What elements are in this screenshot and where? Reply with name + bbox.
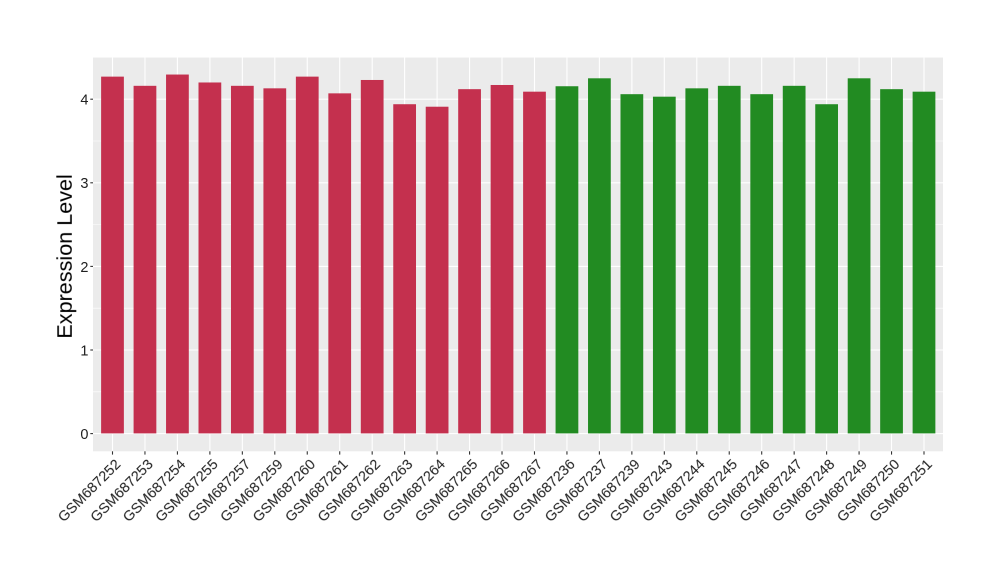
svg-text:1: 1 (80, 343, 88, 359)
svg-text:2: 2 (80, 260, 88, 276)
svg-text:4: 4 (80, 93, 88, 109)
svg-text:Expression Level: Expression Level (52, 174, 77, 338)
svg-text:3: 3 (80, 176, 88, 192)
svg-text:0: 0 (80, 427, 88, 443)
